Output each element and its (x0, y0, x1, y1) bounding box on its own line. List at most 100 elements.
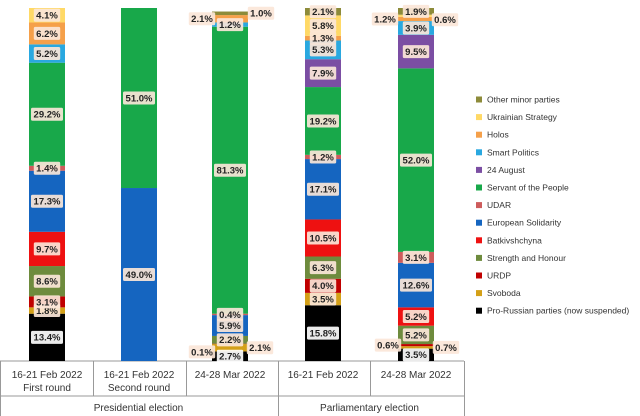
legend-swatch (476, 166, 482, 173)
legend-label: European Solidarity (487, 218, 562, 228)
x-tick-label: 24-28 Mar 2022 (381, 370, 452, 381)
data-label-box (307, 231, 339, 245)
data-label: 49.0% (123, 268, 155, 282)
data-label: 2.1% (309, 5, 337, 19)
data-label-text: 81.3% (217, 166, 244, 177)
data-label-box (247, 6, 275, 20)
legend-swatch (476, 307, 482, 314)
data-label-text: 1.8% (36, 306, 58, 317)
legend-label: Ukrainian Strategy (487, 112, 558, 122)
data-label: 12.6% (400, 278, 432, 292)
legend-label: Holos (487, 130, 509, 140)
legend-item-24-august: 24 August (476, 165, 525, 175)
data-label-box (402, 328, 430, 342)
data-label-box (246, 341, 274, 355)
data-label-box (309, 43, 337, 57)
data-label-text: 3.1% (405, 253, 427, 264)
legend-item-servant-of-the-people: Servant of the People (476, 183, 569, 193)
data-label-box (307, 114, 339, 128)
data-label-box (307, 326, 339, 340)
data-label-text: 8.6% (36, 277, 58, 288)
data-label-box (188, 345, 216, 359)
data-label: 15.8% (307, 326, 339, 340)
data-label-text: 5.8% (312, 21, 334, 32)
data-label: 5.2% (402, 310, 430, 324)
data-label-text: 1.2% (374, 14, 396, 25)
data-label: 2.1% (188, 12, 216, 26)
data-label-text: 1.3% (312, 34, 334, 45)
data-label-box (432, 340, 460, 354)
data-label: 1.0% (247, 6, 275, 20)
x-tick-label: 16-21 Feb 2022 (104, 370, 175, 381)
data-label: 1.2% (371, 12, 399, 26)
x-tick-sublabel: Second round (108, 383, 170, 394)
data-label: 10.5% (307, 231, 339, 245)
data-label-box (31, 194, 63, 208)
data-label-text: 6.2% (36, 29, 58, 40)
data-label-text: 9.5% (405, 47, 427, 58)
data-label: 7.9% (309, 66, 337, 80)
legend-label: URDP (487, 271, 511, 281)
data-label: 0.6% (374, 338, 402, 352)
data-label-text: 0.1% (191, 347, 213, 358)
data-label: 29.2% (31, 107, 63, 121)
legend-item-udar: UDAR (476, 200, 511, 210)
data-label-text: 13.4% (34, 333, 61, 344)
data-label: 4.0% (309, 279, 337, 293)
data-label-text: 49.0% (126, 270, 153, 281)
legend-item-other-minor-parties: Other minor parties (476, 95, 560, 105)
legend-item-ukrainian-strategy: Ukrainian Strategy (476, 112, 558, 122)
data-label: 0.7% (432, 340, 460, 354)
x-tick-label: 16-21 Feb 2022 (12, 370, 83, 381)
data-label: 5.3% (309, 43, 337, 57)
data-label-box (216, 349, 244, 363)
data-label-box (216, 307, 244, 321)
data-label: 6.3% (309, 261, 337, 275)
data-label-text: 10.5% (310, 233, 337, 244)
data-label: 2.1% (246, 341, 274, 355)
data-label-box (402, 250, 430, 264)
data-label-text: 1.4% (36, 164, 58, 175)
axis-area: 16-21 Feb 2022 First round 16-21 Feb 2022 S… (0, 360, 465, 416)
data-label-box (31, 330, 63, 344)
data-label-box (309, 292, 337, 306)
legend-label: 24 August (487, 165, 525, 175)
data-label-text: 19.2% (310, 116, 337, 127)
data-label-text: 52.0% (403, 156, 430, 167)
bar-segment-svoboda (212, 344, 248, 352)
data-label-box (216, 333, 244, 347)
data-label-text: 0.4% (219, 310, 241, 321)
data-label: 3.1% (33, 295, 61, 309)
data-label-text: 29.2% (34, 110, 61, 121)
data-label-text: 4.1% (36, 11, 58, 22)
data-label: 6.2% (33, 26, 61, 40)
data-label: 3.9% (402, 21, 430, 35)
data-label-box (33, 295, 61, 309)
data-label: 3.5% (402, 348, 430, 362)
data-label-box (309, 5, 337, 19)
data-label-box (307, 182, 339, 196)
data-label: 3.1% (402, 250, 430, 264)
data-label-box (31, 107, 63, 121)
legend-item-holos: Holos (476, 130, 509, 140)
data-label-box (123, 268, 155, 282)
data-label: 1.2% (216, 18, 244, 32)
legend-swatch (476, 290, 482, 297)
data-label-box (400, 278, 432, 292)
data-label-box (309, 19, 337, 33)
x-tick-sublabel: First round (23, 383, 71, 394)
legend-swatch (476, 149, 482, 156)
data-label: 5.2% (402, 328, 430, 342)
data-label-box (402, 310, 430, 324)
legend: Other minor parties Ukrainian Strategy Hol… (476, 95, 629, 316)
data-label-box (33, 242, 61, 256)
data-label-text: 51.0% (126, 93, 153, 104)
data-label-text: 0.7% (435, 343, 457, 354)
data-label: 8.6% (33, 274, 61, 288)
x-group-label: Presidential election (94, 403, 184, 414)
data-label: 1.2% (309, 150, 337, 164)
data-label-box (216, 18, 244, 32)
legend-item-batkivshchyna: Batkivshchyna (476, 235, 542, 245)
data-label-text: 17.3% (34, 197, 61, 208)
data-label-text: 3.5% (405, 350, 427, 361)
